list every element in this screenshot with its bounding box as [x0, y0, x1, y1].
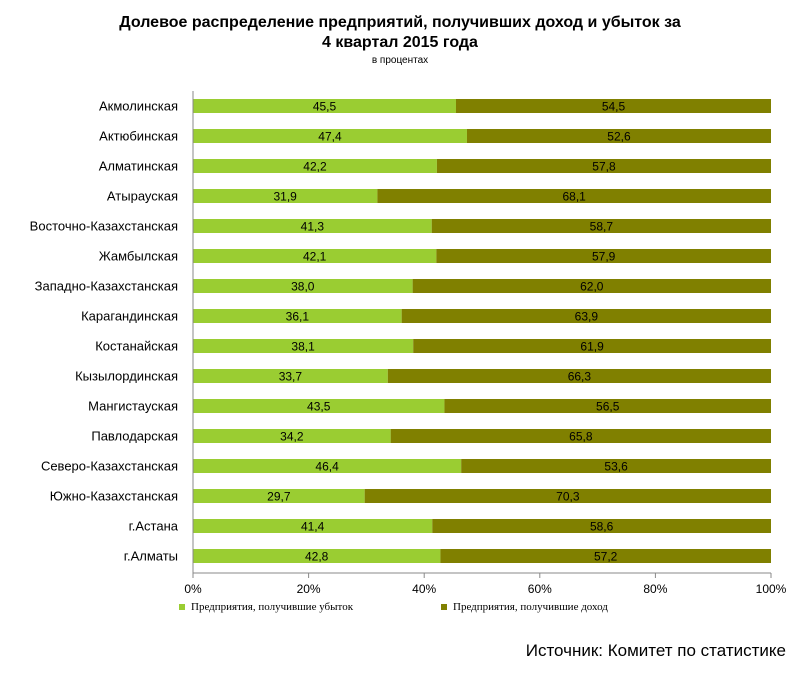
data-label: 34,2 [280, 430, 304, 444]
data-label: 62,0 [580, 280, 604, 294]
data-label: 63,9 [575, 310, 599, 324]
bar-income-segment [444, 399, 771, 413]
x-tick-label: 40% [412, 582, 436, 596]
data-label: 46,4 [315, 460, 339, 474]
bar-loss-segment [193, 519, 433, 533]
data-label: 38,0 [291, 280, 315, 294]
bar-loss-segment [193, 249, 437, 263]
category-label: Алматинская [99, 159, 178, 174]
data-label: 61,9 [580, 340, 604, 354]
bar-loss-segment [193, 399, 445, 413]
bar-loss-segment [193, 339, 414, 353]
bar-loss-segment [193, 549, 441, 563]
chart-subtitle: в процентах [371, 55, 429, 66]
bar-income-segment [436, 249, 771, 263]
data-label: 57,9 [592, 250, 616, 264]
bars-layer: Акмолинская 45,5 54,5 Актюбинская 47,4 52,6 Ал… [30, 99, 771, 564]
bar-income-segment [461, 459, 771, 473]
legend-label: Предприятия, получившие доход [453, 601, 608, 613]
category-label: Восточно-Казахстанская [30, 219, 178, 234]
bar-income-segment [390, 429, 771, 443]
data-label: 65,8 [569, 430, 593, 444]
x-tick-label: 0% [184, 582, 202, 596]
legend-label: Предприятия, получившие убыток [191, 601, 354, 613]
bar-loss-segment [193, 279, 413, 293]
data-label: 58,7 [590, 220, 614, 234]
bar-loss-segment [193, 309, 402, 323]
source-note: Источник: Комитет по статистике [525, 641, 786, 660]
category-label: Западно-Казахстанская [35, 279, 178, 294]
category-label: Павлодарская [91, 429, 178, 444]
data-label: 52,6 [607, 130, 631, 144]
bar-income-segment [455, 99, 771, 113]
bar-income-segment [401, 309, 771, 323]
data-label: 68,1 [563, 190, 587, 204]
data-label: 41,4 [301, 520, 325, 534]
data-label: 56,5 [596, 400, 620, 414]
category-label: Кызылординская [75, 369, 178, 384]
bar-income-segment [432, 519, 771, 533]
data-label: 29,7 [267, 490, 291, 504]
data-label: 41,3 [301, 220, 325, 234]
bar-loss-segment [193, 129, 467, 143]
data-label: 57,8 [592, 160, 616, 174]
category-label: Акмолинская [99, 99, 178, 114]
data-label: 66,3 [568, 370, 592, 384]
category-label: Карагандинская [81, 309, 178, 324]
bar-loss-segment [193, 189, 378, 203]
category-label: Мангистауская [88, 399, 178, 414]
x-axis: 0% 20% 40% 60% 80% 100% [184, 91, 787, 596]
category-label: г.Астана [129, 519, 179, 534]
chart-title-line2: 4 квартал 2015 года [322, 34, 478, 51]
category-label: Южно-Казахстанская [50, 489, 178, 504]
category-label: Костанайская [95, 339, 178, 354]
data-label: 53,6 [604, 460, 628, 474]
bar-income-segment [387, 369, 771, 383]
x-tick-label: 20% [297, 582, 321, 596]
bar-income-segment [431, 219, 771, 233]
data-label: 42,8 [305, 550, 329, 564]
bar-loss-segment [193, 99, 456, 113]
bar-income-segment [436, 159, 771, 173]
bar-income-segment [412, 279, 771, 293]
legend-swatch [441, 604, 447, 610]
x-tick-label: 80% [643, 582, 667, 596]
legend: Предприятия, получившие убыток Предприяти… [179, 601, 608, 613]
bar-income-segment [377, 189, 771, 203]
bar-loss-segment [193, 459, 462, 473]
bar-income-segment [440, 549, 771, 563]
data-label: 54,5 [602, 100, 626, 114]
data-label: 42,1 [303, 250, 327, 264]
stacked-bar-chart: Акмолинская 45,5 54,5 Актюбинская 47,4 52,6 Ал… [30, 91, 787, 613]
bar-income-segment [364, 489, 771, 503]
bar-loss-segment [193, 159, 437, 173]
bar-loss-segment [193, 219, 432, 233]
chart-title-line1: Долевое распределение предприятий, получ… [119, 14, 681, 31]
category-label: г.Алматы [124, 549, 178, 564]
category-label: Актюбинская [99, 129, 178, 144]
data-label: 38,1 [291, 340, 315, 354]
category-label: Жамбылская [99, 249, 178, 264]
bar-loss-segment [193, 489, 365, 503]
data-label: 42,2 [303, 160, 327, 174]
data-label: 33,7 [279, 370, 303, 384]
bar-income-segment [466, 129, 771, 143]
data-label: 36,1 [286, 310, 310, 324]
data-label: 31,9 [274, 190, 298, 204]
bar-loss-segment [193, 429, 391, 443]
category-label: Атырауская [107, 189, 178, 204]
data-label: 45,5 [313, 100, 337, 114]
bar-income-segment [413, 339, 771, 353]
category-label: Северо-Казахстанская [41, 459, 178, 474]
data-label: 43,5 [307, 400, 331, 414]
legend-swatch [179, 604, 185, 610]
data-label: 58,6 [590, 520, 614, 534]
x-tick-label: 60% [528, 582, 552, 596]
data-label: 57,2 [594, 550, 618, 564]
x-tick-label: 100% [756, 582, 787, 596]
bar-loss-segment [193, 369, 388, 383]
data-label: 70,3 [556, 490, 580, 504]
data-label: 47,4 [318, 130, 342, 144]
